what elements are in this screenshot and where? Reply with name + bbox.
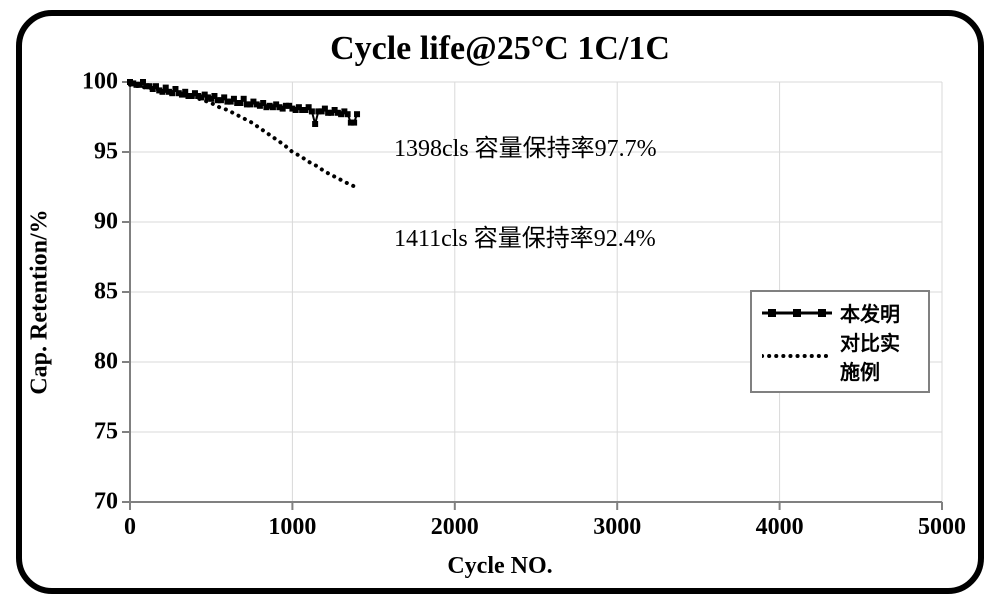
- legend-swatch-1: [762, 349, 832, 363]
- y-axis-label: Cap. Retention/%: [27, 209, 54, 394]
- y-tick-label: 90: [68, 209, 118, 236]
- x-tick-label: 2000: [431, 514, 479, 541]
- y-tick-label: 85: [68, 279, 118, 306]
- legend-label-0: 本发明: [840, 298, 900, 327]
- x-tick-label: 0: [124, 514, 136, 541]
- legend-box: 本发明 对比实施例: [750, 290, 930, 393]
- annotation-0: 1398cls 容量保持率97.7%: [394, 128, 657, 163]
- y-tick-label: 100: [68, 69, 118, 96]
- x-tick-label: 4000: [756, 514, 804, 541]
- x-axis-label: Cycle NO.: [0, 553, 1000, 580]
- x-tick-label: 3000: [593, 514, 641, 541]
- legend-item-0: 本发明: [762, 298, 918, 327]
- annotation-1: 1411cls 容量保持率92.4%: [394, 218, 656, 253]
- x-tick-label: 1000: [268, 514, 316, 541]
- y-tick-label: 70: [68, 489, 118, 516]
- legend-swatch-0: [762, 306, 832, 320]
- legend-item-1: 对比实施例: [762, 327, 918, 385]
- chart-title: Cycle life@25°C 1C/1C: [0, 30, 1000, 68]
- y-tick-label: 75: [68, 419, 118, 446]
- legend-label-1: 对比实施例: [840, 327, 918, 385]
- y-tick-label: 95: [68, 139, 118, 166]
- y-tick-label: 80: [68, 349, 118, 376]
- chart-frame: Cycle life@25°C 1C/1C Cap. Retention/% C…: [0, 0, 1000, 604]
- x-tick-label: 5000: [918, 514, 966, 541]
